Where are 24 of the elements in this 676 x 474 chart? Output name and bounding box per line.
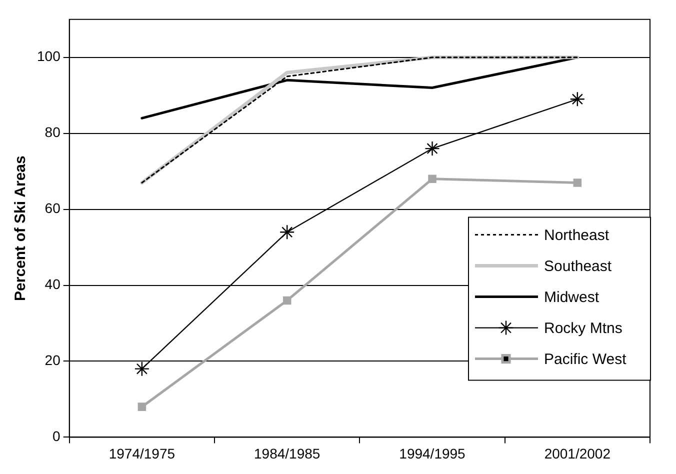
y-tick-label: 100 <box>37 48 61 64</box>
y-tick-label: 0 <box>52 428 61 444</box>
point <box>570 92 586 107</box>
legend-label: Southeast <box>544 258 612 275</box>
point <box>282 296 292 305</box>
x-tick-label: 1984/1985 <box>254 445 320 462</box>
x-tick-label: 2001/2002 <box>544 445 611 462</box>
point <box>424 140 440 156</box>
x-tick-label: 1994/1995 <box>399 445 466 462</box>
y-axis-title: Percent of Ski Areas <box>12 156 30 301</box>
point <box>138 402 146 411</box>
point <box>280 224 295 240</box>
y-tick-label: 40 <box>44 276 61 292</box>
legend-label: Pacific West <box>544 350 628 368</box>
y-tick-label: 60 <box>44 200 61 216</box>
point <box>428 174 436 184</box>
y-tick-label: 20 <box>44 352 61 368</box>
point <box>134 361 150 376</box>
legend-label: Rocky Mtns <box>544 320 622 337</box>
legend-label: Midwest <box>544 288 600 306</box>
x-tick-label: 1974/1975 <box>108 445 176 462</box>
point <box>573 178 582 187</box>
y-tick-label: 80 <box>44 124 61 140</box>
legend-label: Northeast <box>544 226 610 244</box>
